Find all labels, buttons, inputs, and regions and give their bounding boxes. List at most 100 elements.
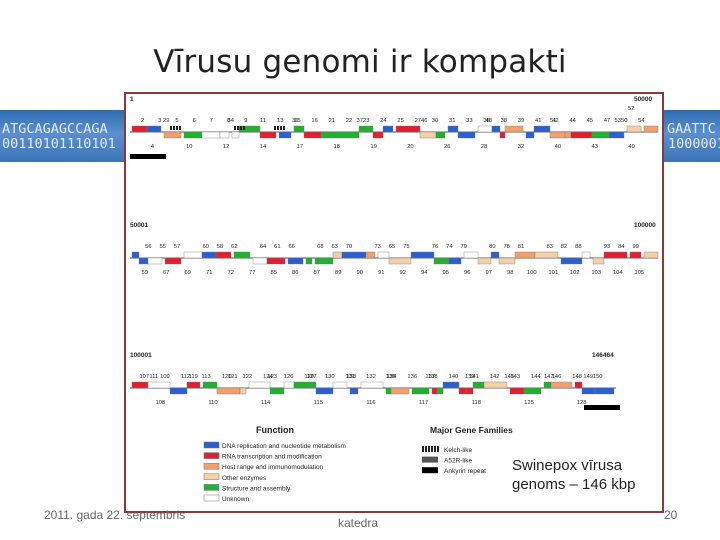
kelch-like-block [280, 126, 282, 130]
gene-block [334, 131, 360, 139]
gene-number-mid: 62 [231, 244, 237, 250]
kelch-like-block [274, 126, 276, 130]
gene-block [293, 381, 312, 389]
gene-number-bottom: 91 [378, 270, 384, 276]
gene-number-top: 78 [503, 244, 509, 250]
gene-block [365, 251, 376, 259]
gene-number-top: 55 [159, 244, 165, 250]
gene-number-mid: 60 [202, 244, 208, 250]
gene-number-bottom: 85 [271, 270, 277, 276]
gene-number-mid: 93 [604, 244, 610, 250]
row-start-coordinate: 50001 [130, 222, 148, 229]
slide-title: Vīrusu genomi ir kompakti [153, 44, 567, 80]
legend-family-label: Ankyrin repeat [444, 468, 486, 475]
gene-block [382, 125, 394, 133]
gene-number-bottom: 101 [548, 270, 558, 276]
gene-number-mid: 131 [346, 374, 356, 380]
gene-block [591, 131, 610, 139]
gene-number-top: 121 [228, 374, 238, 380]
gene-number-bottom: 4 [151, 144, 155, 150]
gene-number-bottom: 86 [292, 270, 298, 276]
gene-block [483, 381, 508, 389]
gene-number-mid: 42 [552, 118, 558, 124]
gene-block [341, 251, 367, 259]
gene-number-mid: 140 [449, 374, 459, 380]
gene-block [581, 387, 596, 395]
gene-number-mid: 134 [387, 374, 397, 380]
gene-block [533, 125, 551, 133]
legend-function-label: RNA transcription and modification [222, 454, 322, 461]
gene-number-bottom: 100 [527, 270, 537, 276]
gene-number-top: 53 [615, 118, 621, 124]
gene-number-mid: 33 [466, 118, 472, 124]
gene-number-mid: 113 [202, 374, 211, 380]
gene-block [410, 251, 435, 259]
gene-number-bottom: 17 [297, 144, 303, 150]
gene-block [332, 251, 343, 259]
gene-block [564, 131, 572, 139]
gene-block [477, 125, 493, 133]
gene-number-mid: 16 [311, 118, 317, 124]
gene-number-mid: 99 [632, 244, 638, 250]
gene-block [183, 131, 203, 139]
kelch-like-block [173, 126, 175, 130]
gene-number-mid: 124 [263, 374, 273, 380]
gene-number-bottom: 105 [634, 270, 644, 276]
row-start-coordinate: 1 [130, 96, 134, 103]
row-end-coordinate: 50000 [634, 96, 652, 103]
gene-number-bottom: 49 [628, 144, 634, 150]
legend-kelch-swatch [431, 446, 433, 452]
kelch-like-block [170, 126, 172, 130]
gene-block [251, 125, 261, 133]
banner-binary-right: 1000001 [668, 136, 720, 152]
gene-number-bottom: 95 [443, 270, 449, 276]
gene-block [472, 381, 485, 389]
gene-number-bottom: 26 [444, 144, 450, 150]
gene-number-top: 137 [425, 374, 435, 380]
gene-block [594, 387, 615, 395]
gene-block [201, 131, 221, 139]
gene-block [431, 387, 438, 395]
gene-number-mid: 6 [193, 118, 196, 124]
gene-number-bottom: 71 [206, 270, 212, 276]
gene-block [287, 257, 304, 265]
gene-block [202, 381, 218, 389]
gene-number-mid: 45 [587, 118, 593, 124]
gene-number-top: 34 [228, 118, 235, 124]
gene-number-bottom: 118 [472, 400, 481, 406]
gene-block [433, 257, 450, 265]
gene-block [328, 131, 336, 139]
gene-number-bottom: 32 [518, 144, 524, 150]
gene-block [146, 125, 162, 133]
gene-number-mid: 21 [329, 118, 335, 124]
gene-number-mid: 80 [489, 244, 495, 250]
gene-block [372, 131, 384, 139]
gene-number-mid: 143 [510, 374, 520, 380]
gene-block [448, 257, 462, 265]
gene-block [147, 257, 163, 265]
gene-number-bottom: 102 [570, 270, 580, 276]
gene-number-extra: 52 [628, 106, 634, 112]
gene-block [216, 387, 241, 395]
kelch-like-block [240, 126, 242, 130]
gene-block [305, 257, 313, 265]
gene-block [219, 131, 230, 139]
gene-number-bottom: 92 [400, 270, 406, 276]
gene-number-top: 145 [504, 374, 514, 380]
gene-number-bottom: 77 [249, 270, 255, 276]
gene-number-bottom: 89 [335, 270, 341, 276]
gene-block [463, 251, 479, 259]
banner-sequence-left: ATGCAGAGCCAGA [2, 121, 108, 137]
gene-number-mid: 136 [407, 374, 417, 380]
gene-block [499, 131, 506, 139]
gene-number-mid: 107 [139, 374, 149, 380]
gene-block [534, 251, 559, 259]
gene-block [266, 257, 286, 265]
gene-number-mid: 31 [449, 118, 455, 124]
gene-number-bottom: 98 [507, 270, 513, 276]
gene-block [349, 387, 359, 395]
gene-number-top: 37 [357, 118, 363, 124]
gene-number-mid: 76 [432, 244, 438, 250]
gene-block [514, 251, 536, 259]
gene-block [608, 131, 625, 139]
